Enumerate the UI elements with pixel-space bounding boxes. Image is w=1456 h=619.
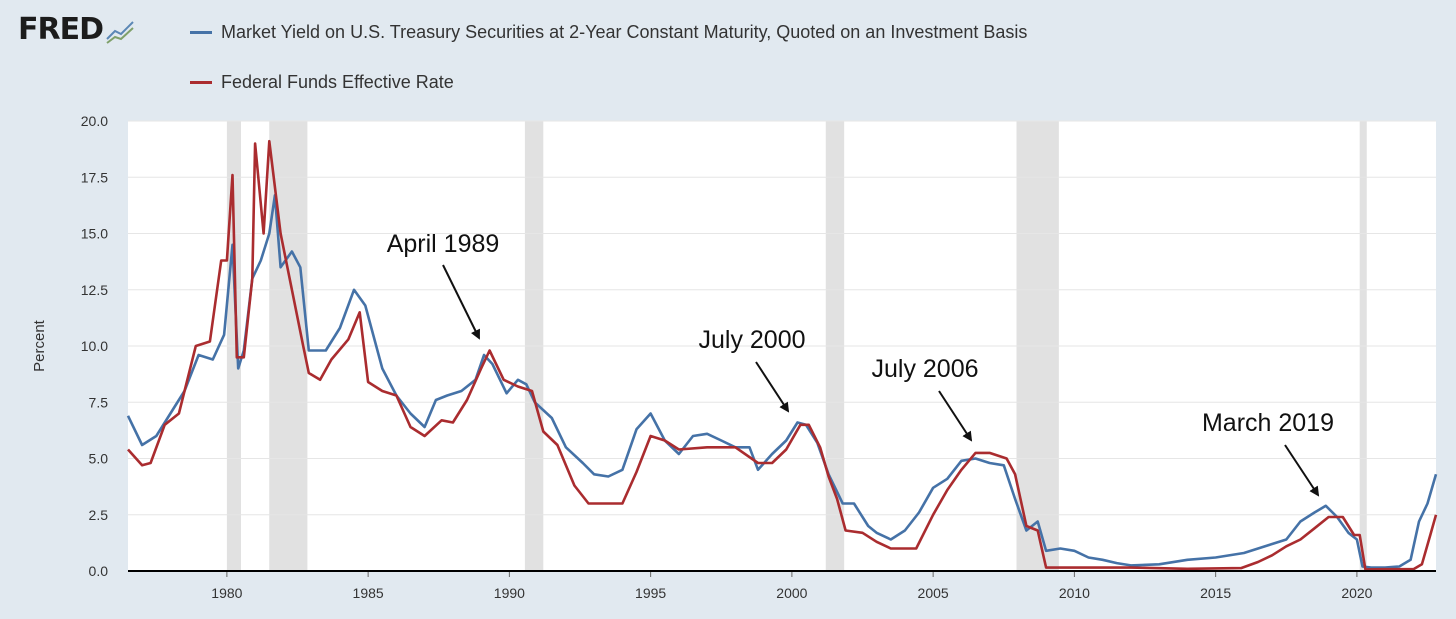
legend-swatch-blue	[190, 31, 212, 34]
legend-swatch-red	[190, 81, 212, 84]
series-line-treasury-2yr	[126, 194, 1438, 569]
x-tick-label: 2000	[776, 585, 807, 601]
y-tick-label: 20.0	[81, 113, 108, 129]
y-tick-label: 12.5	[81, 282, 108, 298]
y-tick-label: 15.0	[81, 226, 108, 242]
y-tick-label: 7.5	[89, 394, 109, 410]
y-axis-title: Percent	[31, 319, 48, 372]
annotation-label: March 2019	[1202, 409, 1334, 437]
x-tick-label: 2005	[918, 585, 949, 601]
fred-chart-icon	[106, 17, 136, 44]
annotation-arrow	[938, 390, 973, 442]
y-tick-label: 10.0	[81, 338, 108, 354]
y-tick-label: 0.0	[89, 563, 109, 579]
x-tick-label: 2010	[1059, 585, 1090, 601]
x-tick-label: 2015	[1200, 585, 1231, 601]
x-tick-label: 1980	[211, 585, 242, 601]
legend-item-fedfunds[interactable]: Federal Funds Effective Rate	[190, 72, 454, 93]
y-tick-label: 17.5	[81, 169, 108, 185]
brand-wordmark: FRED	[18, 12, 104, 47]
x-tick-label: 1990	[494, 585, 525, 601]
series-line-fed-funds	[127, 139, 1438, 571]
x-tick-label: 2020	[1341, 585, 1372, 601]
annotation-arrow	[755, 361, 790, 413]
annotation-label: July 2006	[871, 355, 978, 383]
x-tick-label: 1995	[635, 585, 666, 601]
legend-item-treasury[interactable]: Market Yield on U.S. Treasury Securities…	[190, 22, 1027, 43]
y-tick-label: 5.0	[89, 451, 109, 467]
legend-label-fedfunds: Federal Funds Effective Rate	[221, 72, 454, 92]
x-tick-label: 1985	[353, 585, 384, 601]
y-tick-label: 2.5	[89, 507, 109, 523]
annotation-label: July 2000	[698, 326, 805, 354]
legend-label-treasury: Market Yield on U.S. Treasury Securities…	[221, 22, 1028, 42]
fred-logo[interactable]: FRED	[18, 12, 139, 47]
annotation-arrow	[1284, 444, 1320, 497]
annotation-label: April 1989	[387, 230, 500, 258]
annotation-arrow	[442, 264, 480, 340]
